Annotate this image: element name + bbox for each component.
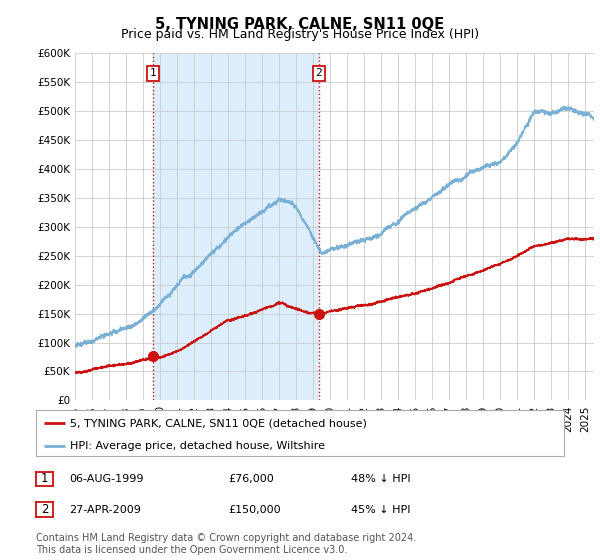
Text: Contains HM Land Registry data © Crown copyright and database right 2024.
This d: Contains HM Land Registry data © Crown c… [36, 533, 416, 555]
Text: £150,000: £150,000 [228, 505, 281, 515]
Text: 27-APR-2009: 27-APR-2009 [69, 505, 141, 515]
Text: HPI: Average price, detached house, Wiltshire: HPI: Average price, detached house, Wilt… [70, 441, 325, 451]
Bar [153, 53, 319, 400]
Text: 1: 1 [41, 472, 48, 486]
Text: 1: 1 [150, 68, 157, 78]
Text: 48% ↓ HPI: 48% ↓ HPI [351, 474, 410, 484]
Text: £76,000: £76,000 [228, 474, 274, 484]
Text: 5, TYNING PARK, CALNE, SN11 0QE (detached house): 5, TYNING PARK, CALNE, SN11 0QE (detache… [70, 418, 367, 428]
Text: 06-AUG-1999: 06-AUG-1999 [69, 474, 143, 484]
Text: Price paid vs. HM Land Registry's House Price Index (HPI): Price paid vs. HM Land Registry's House … [121, 28, 479, 41]
Text: 2: 2 [41, 503, 48, 516]
Text: 5, TYNING PARK, CALNE, SN11 0QE: 5, TYNING PARK, CALNE, SN11 0QE [155, 17, 445, 32]
Text: 2: 2 [315, 68, 322, 78]
Text: 45% ↓ HPI: 45% ↓ HPI [351, 505, 410, 515]
